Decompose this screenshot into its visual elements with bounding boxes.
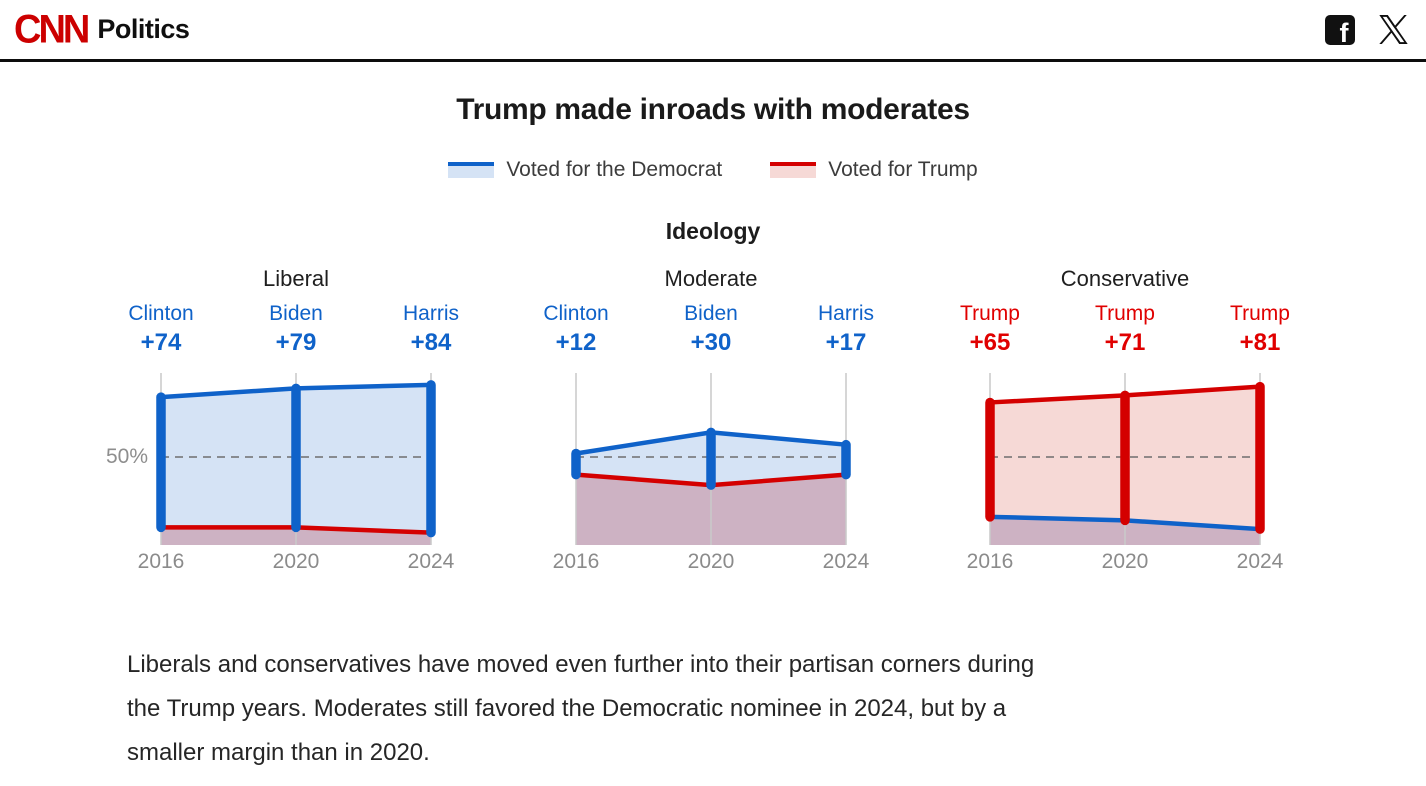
x-icon[interactable] — [1379, 15, 1408, 44]
caption-line: Liberals and conservatives have moved ev… — [127, 651, 1035, 678]
legend-label-trump: Voted for Trump — [828, 158, 978, 181]
candidate-name: Clinton — [128, 302, 194, 325]
legend: Voted for the Democrat Voted for Trump — [0, 158, 1426, 182]
candidate-label: Trump +81 — [1230, 302, 1290, 357]
candidate-labels: Clinton +74 Biden +79 Harris +84 — [126, 302, 466, 364]
candidate-label: Clinton +74 — [128, 302, 193, 357]
candidate-label: Biden +30 — [684, 302, 738, 357]
candidate-name: Trump — [1095, 302, 1155, 325]
candidate-labels: Trump +65 Trump +71 Trump +81 — [955, 302, 1295, 364]
year-tick: 2024 — [1236, 550, 1284, 573]
cnn-logo[interactable]: CNN — [14, 7, 90, 52]
candidate-name: Harris — [818, 302, 874, 325]
candidate-label: Trump +71 — [1095, 302, 1155, 357]
candidate-label: Trump +65 — [960, 302, 1020, 357]
year-tick: 2020 — [272, 550, 320, 573]
year-tick: 2016 — [966, 550, 1014, 573]
year-tick: 2016 — [552, 550, 600, 573]
candidate-name: Clinton — [543, 302, 609, 325]
fifty-percent-label: 50% — [105, 445, 148, 468]
candidate-name: Biden — [684, 302, 738, 325]
candidate-name: Trump — [1230, 302, 1290, 325]
candidate-name: Harris — [403, 302, 459, 325]
panel-title: Conservative — [1060, 266, 1190, 291]
candidate-margin: +12 — [555, 329, 597, 356]
candidate-margin: +30 — [690, 329, 732, 356]
candidate-margin: +71 — [1104, 329, 1146, 356]
year-tick: 2016 — [137, 550, 185, 573]
facebook-icon[interactable]: f — [1325, 14, 1355, 45]
slope-band-chart-conservative — [985, 373, 1265, 545]
year-tick: 2024 — [407, 550, 455, 573]
panel-moderate: Moderate Clinton +12 Biden +30 Harris +1… — [541, 266, 881, 588]
caption-line: the Trump years. Moderates still favored… — [127, 695, 1007, 722]
trump-swatch-icon — [770, 162, 817, 178]
candidate-name: Trump — [960, 302, 1020, 325]
legend-label-democrat: Voted for the Democrat — [506, 158, 723, 181]
slope-band-chart-moderate — [571, 373, 851, 545]
panel-conservative: Conservative Trump +65 Trump +71 Trump +… — [955, 266, 1295, 588]
candidate-labels: Clinton +12 Biden +30 Harris +17 — [541, 302, 881, 364]
x-axis: 2016 2020 2024 — [126, 550, 466, 576]
year-tick: 2020 — [1101, 550, 1149, 573]
year-tick: 2024 — [822, 550, 870, 573]
legend-item-democrat: Voted for the Democrat — [448, 158, 722, 182]
social-icons: f — [1325, 14, 1408, 45]
caption-line: smaller margin than in 2020. — [127, 739, 430, 766]
panel-liberal: Liberal Clinton +74 Biden +79 Harris +84… — [126, 266, 466, 588]
year-tick: 2020 — [687, 550, 735, 573]
panel-title: Moderate — [664, 266, 758, 291]
legend-item-trump: Voted for Trump — [770, 158, 978, 182]
chart-title: Trump made inroads with moderates — [456, 93, 970, 126]
candidate-margin: +65 — [969, 329, 1011, 356]
candidate-margin: +17 — [825, 329, 867, 356]
x-axis: 2016 2020 2024 — [541, 550, 881, 576]
panel-title: Liberal — [262, 266, 330, 291]
x-axis: 2016 2020 2024 — [955, 550, 1295, 576]
candidate-margin: +79 — [275, 329, 317, 356]
candidate-label: Harris +84 — [403, 302, 459, 357]
candidate-label: Harris +17 — [818, 302, 874, 357]
democrat-swatch-icon — [448, 162, 495, 178]
candidate-margin: +84 — [410, 329, 452, 356]
svg-text:f: f — [1340, 18, 1350, 45]
group-label: Ideology — [665, 218, 761, 244]
candidate-margin: +81 — [1239, 329, 1281, 356]
header: CNN Politics f — [0, 0, 1426, 62]
slope-band-chart-liberal — [156, 373, 436, 545]
candidate-label: Biden +79 — [269, 302, 323, 357]
candidate-label: Clinton +12 — [543, 302, 608, 357]
chart-caption: Liberals and conservatives have moved ev… — [127, 643, 1292, 775]
candidate-name: Biden — [269, 302, 323, 325]
section-title[interactable]: Politics — [97, 14, 190, 44]
candidate-margin: +74 — [140, 329, 182, 356]
